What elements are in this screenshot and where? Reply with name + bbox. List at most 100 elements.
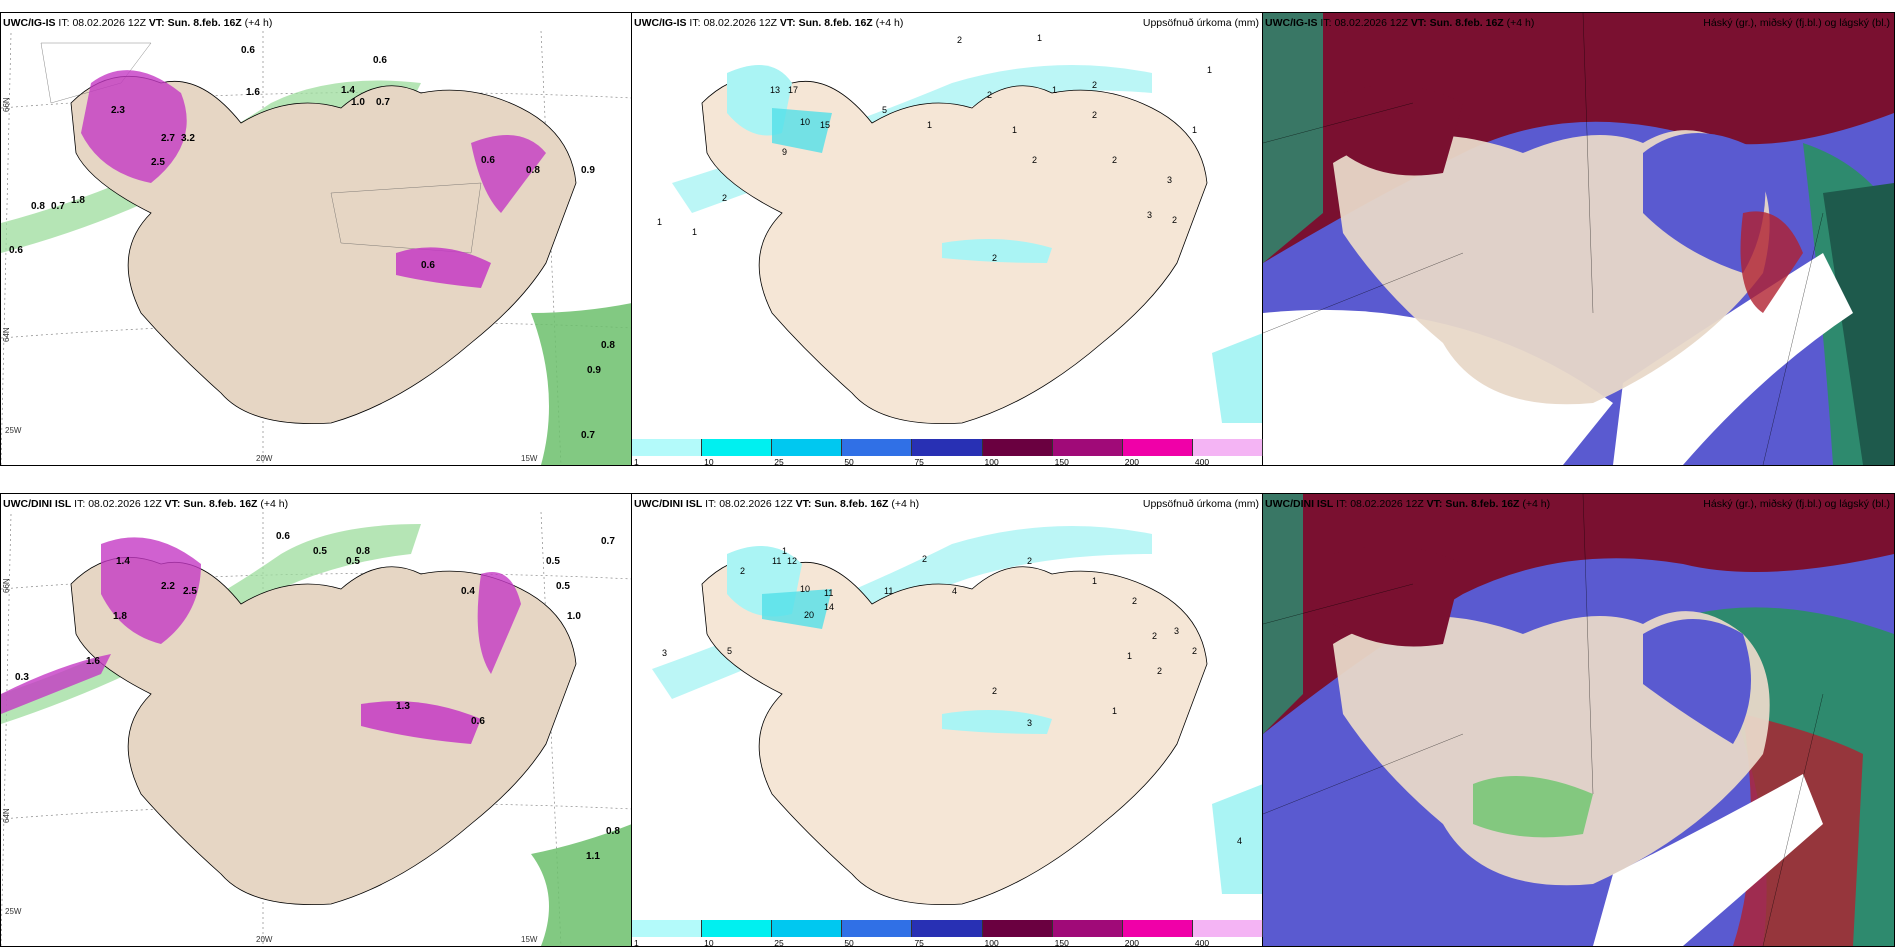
model-name: UWC/IG-IS: [3, 17, 56, 29]
wind-label: 1.0: [567, 611, 581, 622]
precip-colorbar: 1 10 25 50 75 100 150 200 400: [632, 439, 1263, 465]
precip-label: 1: [1092, 576, 1097, 586]
colorbar-segment: [702, 439, 773, 456]
it-value: 08.02.2026 12Z: [72, 17, 146, 29]
colorbar-tick-label: 1: [634, 938, 639, 947]
panel-header: UWC/IG-IS IT: 08.02.2026 12Z VT: Sun. 8.…: [3, 17, 272, 29]
colorbar-segment: [1122, 920, 1193, 937]
precip-label: 1: [1192, 125, 1197, 135]
wind-label: 0.3: [15, 672, 29, 683]
precip-label: 2: [1172, 215, 1177, 225]
precip-value-labels: 1 2 11 12 10 11 20 14 11 3 5 2 4 2 1 2 2…: [662, 546, 1242, 846]
it-value: 08.02.2026 12Z: [703, 17, 777, 29]
wind-label: 0.8: [601, 340, 615, 351]
wind-value-labels: 0.6 0.6 1.6 1.4 1.0 0.7 2.3 2.7 3.2 2.5 …: [9, 45, 615, 441]
wind-label: 1.4: [116, 556, 130, 567]
it-label: IT:: [1320, 17, 1332, 29]
wind-label: 0.8: [606, 826, 620, 837]
colorbar-segment: [632, 439, 703, 456]
panel-header: UWC/DINI ISL IT: 08.02.2026 12Z VT: Sun.…: [1265, 498, 1550, 510]
colorbar-segment: [842, 920, 913, 937]
lon-label: 20W: [256, 454, 273, 463]
precip-label: 5: [882, 105, 887, 115]
precip-label: 1: [1127, 651, 1132, 661]
colorbar-tick-label: 1: [634, 457, 639, 466]
colorbar-tick-label: 75: [914, 457, 924, 466]
colorbar-tick-label: 100: [984, 457, 999, 466]
wind-label: 3.2: [181, 133, 195, 144]
panel-row1-precip: 2 1 13 17 10 15 5 9 2 1 1 2 1 2 2 1 2 2 …: [631, 12, 1264, 466]
precip-label: 12: [787, 556, 797, 566]
colorbar-tick-label: 200: [1124, 457, 1139, 466]
precip-label: 2: [1032, 155, 1037, 165]
colorbar-segment: [982, 439, 1053, 456]
wind-label: 0.6: [373, 55, 387, 66]
vt-value: Sun. 8.feb. 16Z: [798, 17, 873, 29]
it-label: IT:: [74, 498, 86, 510]
vt-label: VT:: [1426, 498, 1443, 510]
precip-label: 2: [987, 90, 992, 100]
cloud-map: [1263, 494, 1894, 946]
precip-label: 2: [992, 253, 997, 263]
colorbar-segment: [632, 920, 703, 937]
panel-row1-wind: 0.6 0.6 1.6 1.4 1.0 0.7 2.3 2.7 3.2 2.5 …: [0, 12, 633, 466]
lat-label: 66N: [2, 578, 11, 593]
colorbar-segment: [702, 920, 773, 937]
wind-label: 0.9: [581, 165, 595, 176]
lon-label: 25W: [5, 426, 22, 435]
precip-label: 2: [1092, 80, 1097, 90]
precip-label: 2: [740, 566, 745, 576]
colorbar-segment: [912, 439, 983, 456]
precip-label: 10: [800, 584, 810, 594]
wind-label: 0.6: [481, 155, 495, 166]
precip-label: 4: [952, 586, 957, 596]
precip-label: 2: [1132, 596, 1137, 606]
wind-label: 0.7: [376, 97, 390, 108]
precip-label: 11: [884, 586, 893, 596]
it-label: IT:: [689, 17, 701, 29]
wind-label: 1.8: [71, 195, 85, 206]
precip-label: 2: [992, 686, 997, 696]
lead-time: (+4 h): [244, 17, 273, 29]
model-name: UWC/IG-IS: [1265, 17, 1318, 29]
panel-title-right: Uppsöfnuð úrkoma (mm): [1142, 17, 1259, 29]
wind-label: 0.6: [276, 531, 290, 542]
precip-label: 1: [1052, 85, 1057, 95]
wind-label: 0.6: [9, 245, 23, 256]
wind-label: 0.8: [526, 165, 540, 176]
colorbar-tick-label: 150: [1054, 457, 1069, 466]
precip-label: 3: [1174, 626, 1179, 636]
panel-row2-precip: 1 2 11 12 10 11 20 14 11 3 5 2 4 2 1 2 2…: [631, 493, 1264, 947]
wind-label: 2.3: [111, 105, 125, 116]
lead-time: (+4 h): [1522, 498, 1551, 510]
precip-label: 9: [782, 147, 787, 157]
precip-label: 3: [1147, 210, 1152, 220]
vt-value: Sun. 8.feb. 16Z: [814, 498, 889, 510]
lead-time: (+4 h): [1506, 17, 1535, 29]
lead-time: (+4 h): [891, 498, 920, 510]
precip-label: 1: [1037, 33, 1042, 43]
colorbar-segment: [912, 920, 983, 937]
colorbar-tick-label: 400: [1194, 457, 1210, 466]
panel-row2-wind: 0.6 0.5 0.8 1.4 2.2 2.5 1.8 0.4 0.5 0.5 …: [0, 493, 633, 947]
wind-label: 0.7: [51, 201, 65, 212]
wind-label: 1.1: [586, 851, 600, 862]
lat-label: 66N: [2, 97, 11, 112]
colorbar-tick-label: 50: [844, 457, 854, 466]
vt-label: VT:: [779, 17, 796, 29]
it-value: 08.02.2026 12Z: [719, 498, 793, 510]
lat-label: 64N: [2, 808, 11, 823]
precip-label: 2: [1112, 155, 1117, 165]
wind-label: 1.0: [351, 97, 365, 108]
precip-label: 2: [957, 35, 962, 45]
lon-label: 15W: [521, 454, 538, 463]
vt-value: Sun. 8.feb. 16Z: [1429, 17, 1504, 29]
colorbar-tick-label: 10: [704, 457, 714, 466]
precip-map: 1 2 11 12 10 11 20 14 11 3 5 2 4 2 1 2 2…: [632, 494, 1263, 920]
precip-label: 3: [662, 648, 667, 658]
precip-label: 2: [1152, 631, 1157, 641]
colorbar-tick-label: 50: [844, 938, 854, 947]
lead-time: (+4 h): [875, 17, 904, 29]
precip-label: 17: [788, 85, 798, 95]
wind-label: 1.6: [86, 656, 100, 667]
